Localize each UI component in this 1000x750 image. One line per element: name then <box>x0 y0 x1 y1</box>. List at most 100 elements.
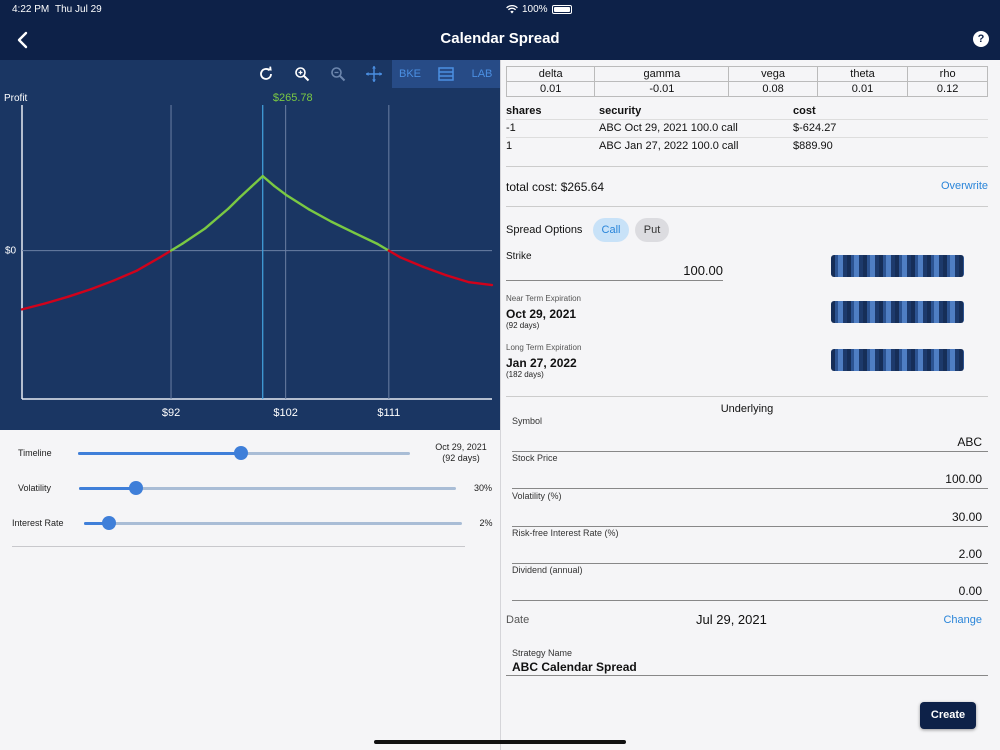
pan-button[interactable] <box>356 60 392 88</box>
table-row[interactable]: -1 ABC Oct 29, 2021 100.0 call $-624.27 <box>506 118 988 137</box>
symbol-value[interactable]: ABC <box>957 435 982 449</box>
call-option-chip[interactable]: Call <box>593 218 629 242</box>
peak-profit-label: $265.78 <box>273 92 313 104</box>
profit-curve-segment <box>307 207 333 223</box>
near-term-days: (92 days) <box>506 321 540 330</box>
interest-rate-slider-thumb[interactable] <box>101 516 116 530</box>
profit-curve-segment <box>204 207 230 230</box>
zoom-in-icon <box>295 67 310 82</box>
interest-rate-field-label: Risk-free Interest Rate (%) <box>512 528 619 538</box>
long-term-picker-wheel[interactable] <box>831 349 964 371</box>
refresh-button[interactable] <box>248 60 284 88</box>
strategy-name-field[interactable]: Strategy Name ABC Calendar Spread <box>506 648 988 676</box>
divider <box>506 206 988 207</box>
greeks-table: delta gamma vega theta rho 0.01 -0.01 0.… <box>505 66 988 97</box>
near-term-picker-wheel[interactable] <box>831 301 964 323</box>
chart-toolbar: BKE LAB <box>248 60 500 88</box>
timeline-value: Oct 29, 2021 (92 days) <box>435 442 487 463</box>
near-term-date[interactable]: Oct 29, 2021 <box>506 307 577 321</box>
profit-curve-segment <box>330 220 356 235</box>
x-tick-label: $92 <box>162 407 180 419</box>
timeline-slider[interactable] <box>78 446 410 460</box>
volatility-field-value[interactable]: 30.00 <box>951 510 982 524</box>
date-label: Date <box>506 614 530 626</box>
stock-price-field[interactable]: Stock Price 100.00 <box>512 453 988 489</box>
payoff-chart[interactable]: $92 $102 $111 Profit $0 $265.78 <box>0 60 500 430</box>
status-right: 100% <box>506 4 1000 15</box>
cost-cell: $-624.27 <box>793 118 988 137</box>
navigation-bar: Calendar Spread ? <box>0 20 1000 60</box>
security-cell: ABC Oct 29, 2021 100.0 call <box>599 118 793 137</box>
volatility-slider-fill <box>79 487 136 490</box>
profit-curve-segment <box>227 196 242 210</box>
refresh-icon <box>260 66 272 80</box>
positions-header-row: shares security cost <box>506 103 988 119</box>
interest-rate-slider[interactable] <box>84 516 462 530</box>
spread-options-label: Spread Options <box>506 224 583 236</box>
battery-icon <box>551 5 572 14</box>
strike-picker-wheel[interactable] <box>831 255 964 277</box>
total-cost: total cost: $265.64 <box>506 180 605 194</box>
positions-table: shares security cost -1 ABC Oct 29, 2021… <box>506 103 988 155</box>
home-indicator <box>374 740 626 744</box>
create-button[interactable]: Create <box>920 702 976 729</box>
bke-button[interactable]: BKE <box>392 60 428 88</box>
timeline-slider-thumb[interactable] <box>233 446 248 460</box>
symbol-label: Symbol <box>512 416 543 426</box>
symbol-field[interactable]: Symbol ABC <box>512 416 988 452</box>
greek-value: 0.01 <box>816 81 909 97</box>
timeline-slider-row: Timeline Oct 29, 2021 (92 days) <box>0 440 500 470</box>
panel-divider <box>500 60 501 750</box>
status-bar: 4:22 PM Thu Jul 29 100% <box>0 0 1000 20</box>
back-button[interactable] <box>8 26 36 54</box>
volatility-slider[interactable] <box>79 481 456 495</box>
strike-input[interactable]: 100.00 <box>506 263 723 281</box>
volatility-slider-thumb[interactable] <box>128 481 143 495</box>
interest-rate-field-value[interactable]: 2.00 <box>958 547 982 561</box>
long-term-label: Long Term Expiration <box>506 343 582 352</box>
loss-curve-segment <box>399 256 425 269</box>
shares-cell: 1 <box>506 136 599 155</box>
overwrite-button[interactable]: Overwrite <box>940 180 988 192</box>
help-icon[interactable]: ? <box>973 31 989 47</box>
greeks-header-row: delta gamma vega theta rho <box>505 66 988 82</box>
zoom-in-button[interactable] <box>284 60 320 88</box>
volatility-value: 30% <box>473 483 492 493</box>
interest-rate-slider-row: Interest Rate 2% <box>0 510 500 540</box>
long-term-date[interactable]: Jan 27, 2022 <box>506 356 577 370</box>
strategy-name-label: Strategy Name <box>512 648 573 658</box>
wifi-icon <box>506 5 518 14</box>
interest-rate-label: Interest Rate <box>12 518 64 528</box>
dividend-field[interactable]: Dividend (annual) 0.00 <box>512 565 988 601</box>
loss-curve-segment <box>135 256 161 272</box>
strike-label: Strike <box>506 251 532 262</box>
loss-curve-segment <box>467 281 494 287</box>
battery-percent: 100% <box>522 4 548 15</box>
profit-curve-segment <box>169 242 184 252</box>
interest-rate-field[interactable]: Risk-free Interest Rate (%) 2.00 <box>512 528 988 564</box>
zoom-out-button[interactable] <box>320 60 356 88</box>
sliders-divider <box>12 546 465 547</box>
loss-curve-segment <box>112 269 138 282</box>
put-option-chip[interactable]: Put <box>635 218 669 242</box>
change-date-button[interactable]: Change <box>943 614 982 626</box>
greek-header: theta <box>816 66 909 82</box>
lab-button[interactable]: LAB <box>464 60 500 88</box>
loss-curve-segment <box>89 279 115 291</box>
stock-price-value[interactable]: 100.00 <box>945 472 982 486</box>
security-cell: ABC Jan 27, 2022 100.0 call <box>599 136 793 155</box>
table-view-button[interactable] <box>428 60 464 88</box>
status-time: 4:22 PM <box>12 4 50 15</box>
table-row[interactable]: 1 ABC Jan 27, 2022 100.0 call $889.90 <box>506 136 988 155</box>
chevron-left-icon <box>17 31 28 49</box>
column-header: shares <box>506 104 542 117</box>
volatility-field[interactable]: Volatility (%) 30.00 <box>512 491 988 527</box>
near-term-label: Near Term Expiration <box>506 294 581 303</box>
dividend-label: Dividend (annual) <box>512 565 583 575</box>
greek-value: 0.01 <box>505 81 596 97</box>
zoom-out-icon <box>331 67 346 82</box>
x-tick-label: $111 <box>377 407 400 419</box>
loss-curve-segment <box>66 288 92 299</box>
dividend-value[interactable]: 0.00 <box>958 584 982 598</box>
strategy-name-value[interactable]: ABC Calendar Spread <box>512 660 637 674</box>
